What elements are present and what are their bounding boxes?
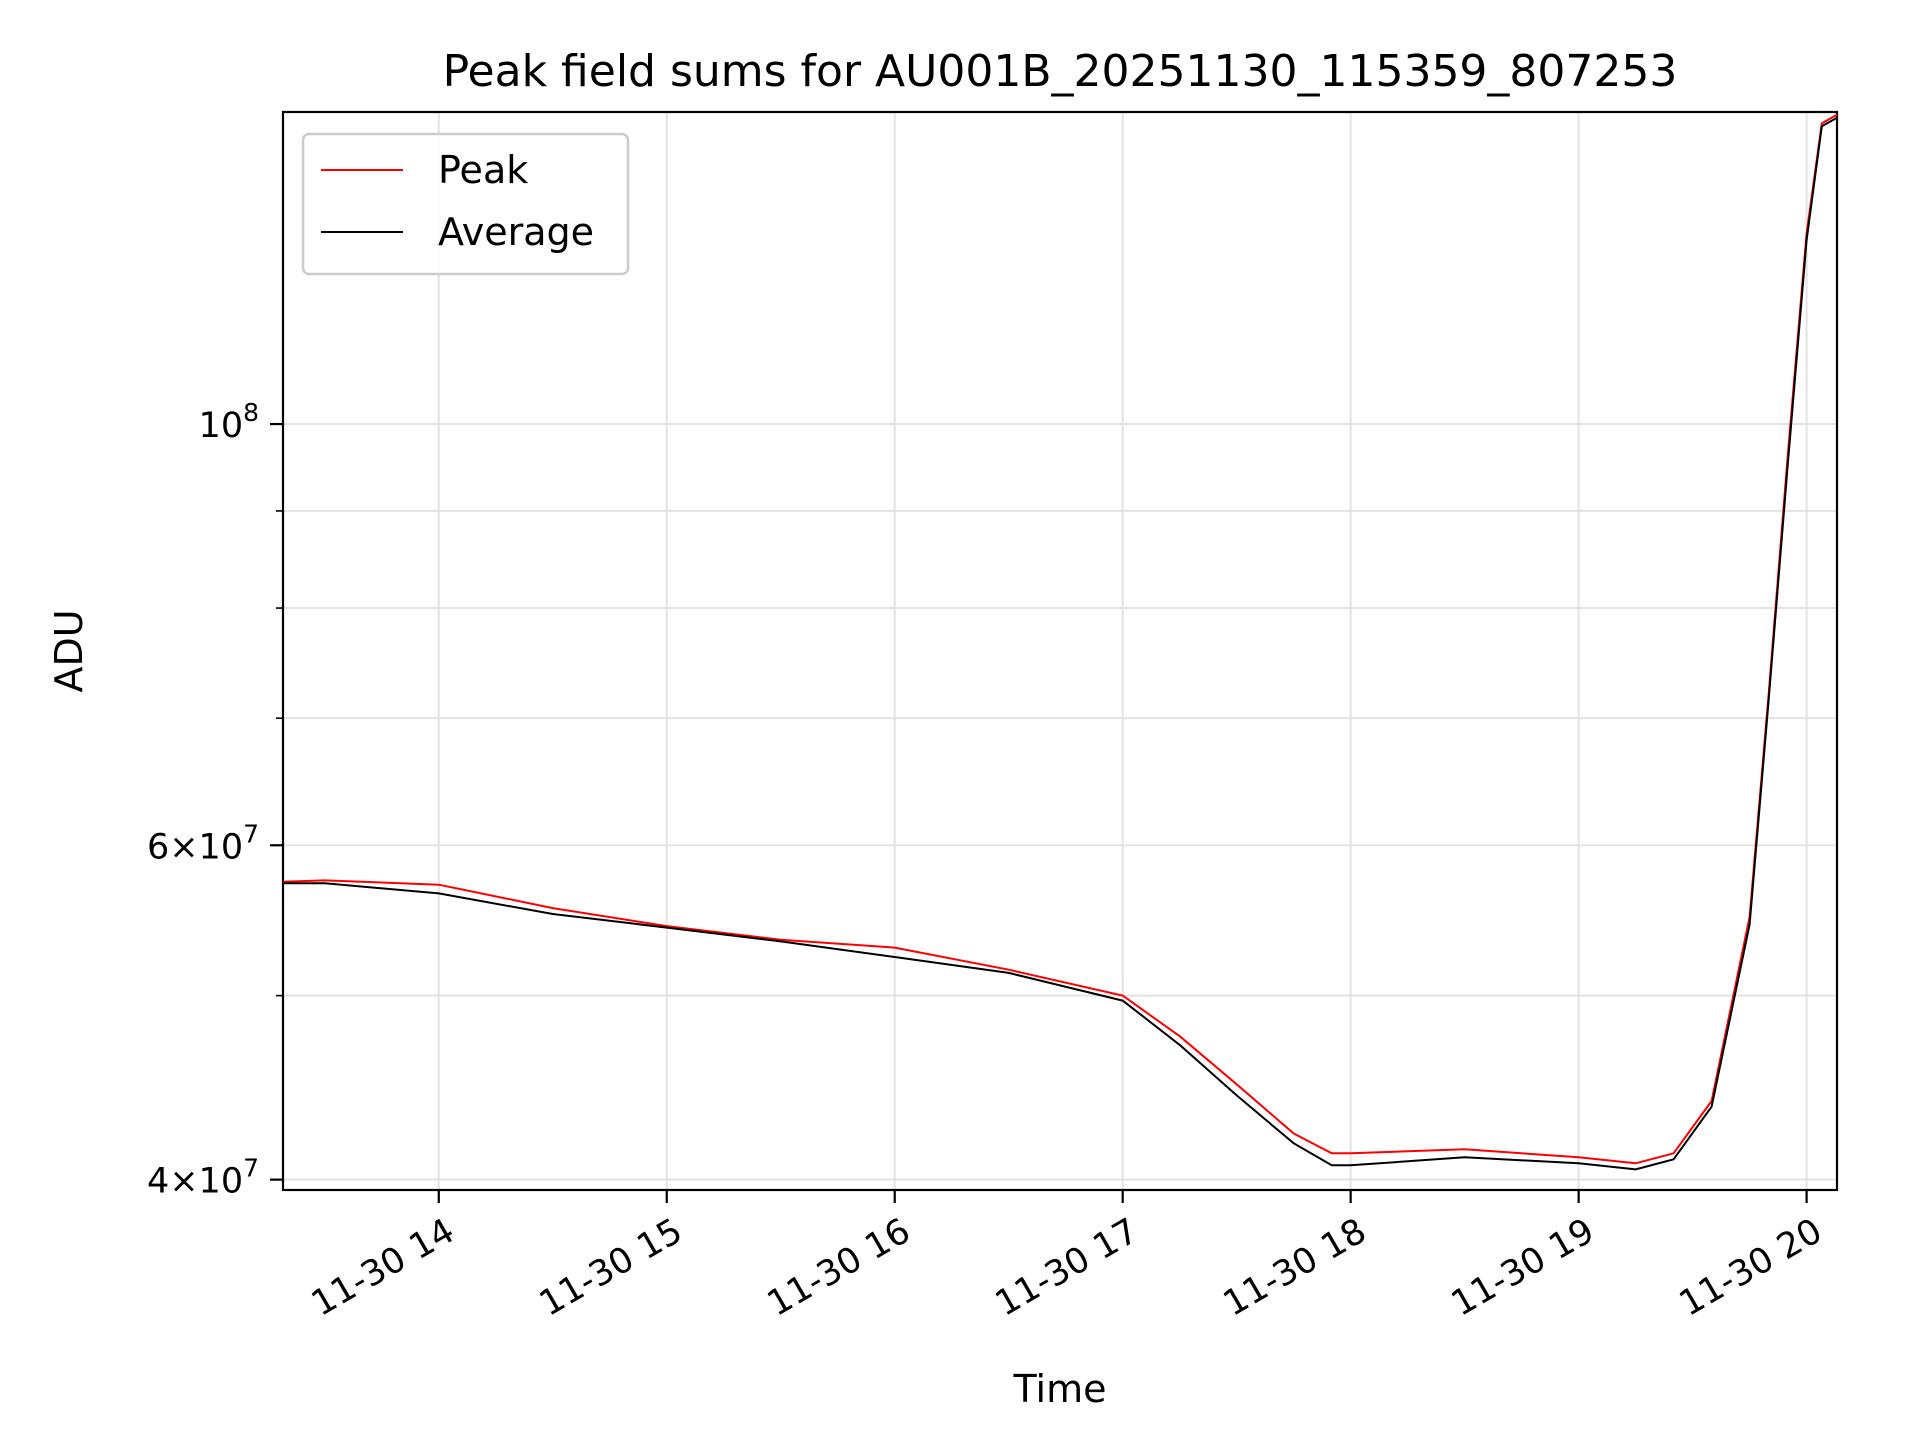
legend: Peak Average	[301, 132, 630, 276]
y-axis-label: ADU	[47, 609, 91, 692]
series-line-average	[283, 116, 1838, 1171]
grid-lines	[283, 112, 1837, 1190]
plot-area	[281, 110, 1839, 1192]
series-layer	[282, 113, 1838, 1171]
y-tick-label: 4×107	[147, 1154, 259, 1202]
x-axis-label: Time	[1013, 1367, 1107, 1411]
y-axis: 4×107 6×107 108	[147, 398, 283, 1202]
legend-label-peak: Peak	[438, 148, 528, 192]
chart-title: Peak field sums for AU001B_20251130_1153…	[443, 46, 1678, 97]
y-tick-label: 108	[199, 398, 259, 446]
y-tick-label: 6×107	[147, 819, 259, 867]
legend-label-average: Average	[438, 210, 594, 254]
